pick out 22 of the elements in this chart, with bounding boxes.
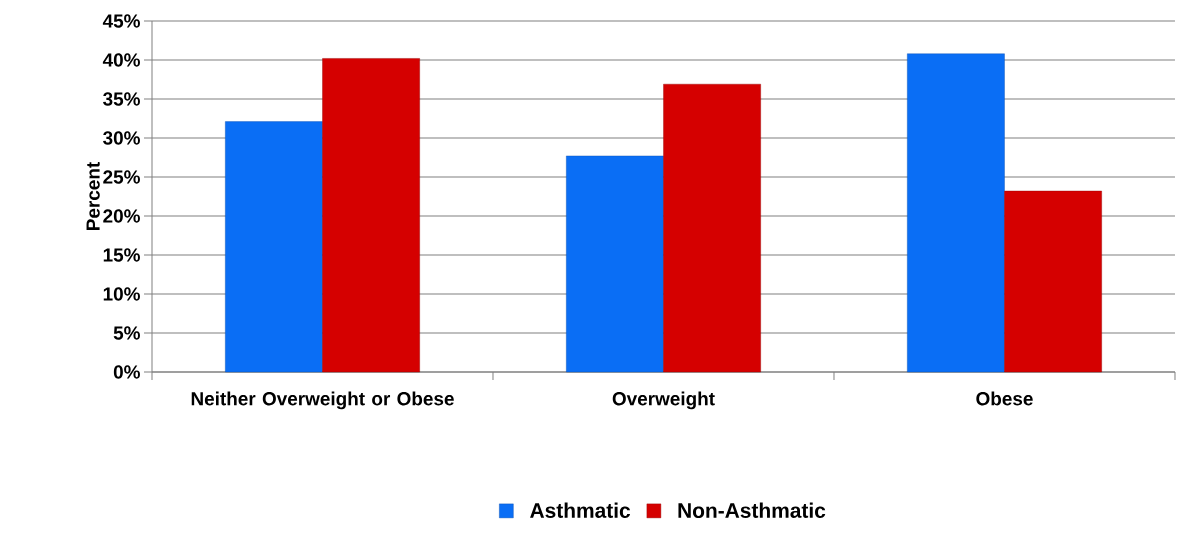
bar bbox=[225, 121, 323, 373]
bar bbox=[566, 155, 664, 373]
y-tick-label: 40% bbox=[102, 53, 140, 67]
y-tick-label: 35% bbox=[103, 92, 140, 106]
bar bbox=[907, 53, 1005, 373]
x-tick-label: Overweight bbox=[612, 391, 715, 410]
bar bbox=[322, 58, 420, 373]
y-tick-label: 10% bbox=[103, 287, 140, 301]
x-tick-label: Obese bbox=[976, 391, 1033, 406]
x-tick-label: Neither Overweight or Obese bbox=[191, 391, 454, 410]
y-tick-label: 20% bbox=[103, 209, 140, 223]
bar bbox=[1004, 190, 1102, 373]
y-tick-label: 25% bbox=[103, 170, 140, 184]
y-tick-label: 0% bbox=[113, 365, 140, 379]
y-axis-title: Percent bbox=[86, 162, 100, 230]
bar bbox=[663, 83, 761, 373]
legend-label: Asthmatic bbox=[530, 502, 631, 518]
y-tick-label: 5% bbox=[113, 326, 140, 340]
y-tick-label: 15% bbox=[103, 248, 140, 262]
legend-label: Non-Asthmatic bbox=[678, 502, 826, 518]
y-tick-label: 30% bbox=[103, 131, 140, 145]
y-tick-label: 45% bbox=[102, 14, 140, 28]
